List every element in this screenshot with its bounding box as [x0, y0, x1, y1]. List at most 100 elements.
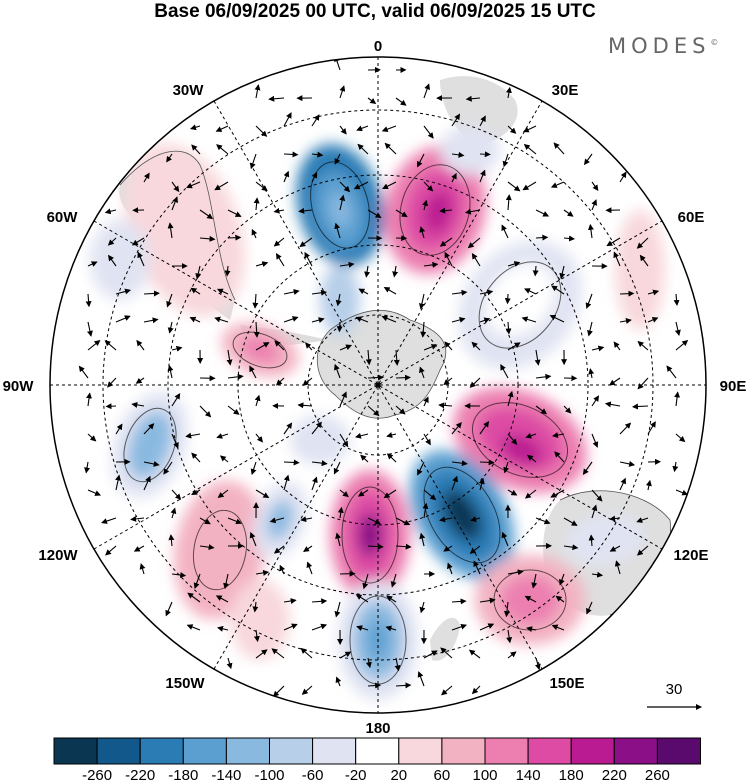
wind-arrow — [614, 560, 621, 575]
wind-arrow — [187, 592, 201, 603]
colorbar-box — [269, 737, 314, 765]
wind-arrow — [334, 601, 341, 618]
wind-arrow — [506, 629, 513, 644]
wind-arrow — [507, 342, 521, 351]
wind-arrow — [534, 349, 541, 366]
wind-arrow — [423, 181, 434, 192]
wind-arrow — [636, 517, 649, 523]
wind-arrow — [673, 293, 680, 306]
wind-arrow — [381, 315, 397, 323]
colorbar-tick-label: -100 — [254, 767, 284, 783]
wind-arrow — [226, 657, 233, 670]
wind-arrow — [527, 454, 537, 463]
wind-arrow — [191, 144, 201, 155]
wind-arrow — [559, 573, 565, 586]
wind-arrow — [383, 489, 397, 499]
wind-arrow — [467, 237, 481, 249]
contour-line — [192, 509, 248, 591]
wind-arrow — [283, 289, 300, 295]
wind-arrow — [115, 423, 123, 435]
wind-arrow — [479, 459, 495, 466]
wind-arrow — [507, 125, 517, 134]
copyright-mark: © — [710, 38, 719, 47]
wind-arrow — [224, 265, 231, 277]
wind-arrow — [283, 598, 297, 604]
wind-arrow — [591, 181, 599, 192]
wind-arrow — [423, 433, 431, 446]
wind-arrow — [444, 341, 453, 351]
wind-arrow — [226, 349, 233, 366]
wind-arrow — [619, 477, 626, 491]
wind-arrow — [199, 517, 211, 525]
wind-arrow — [423, 125, 434, 139]
colorbar-box — [225, 737, 270, 765]
wind-arrow — [171, 433, 179, 449]
wind-arrow — [451, 317, 466, 323]
wind-arrow — [355, 316, 369, 323]
lon-label-150e: 150E — [549, 675, 584, 692]
wind-arrow — [639, 254, 649, 267]
wind-arrow — [268, 95, 285, 102]
wind-arrow — [275, 253, 285, 267]
wind-arrow — [356, 125, 369, 132]
wind-arrow — [311, 476, 318, 491]
wind-arrow — [304, 251, 313, 267]
wind-arrow — [335, 676, 342, 687]
wind-arrow — [214, 181, 229, 191]
wind-arrow — [355, 594, 369, 603]
wind-arrow — [419, 226, 426, 239]
wind-arrow — [143, 475, 151, 491]
wind-arrow — [215, 125, 229, 132]
colorbar-tick-label: 180 — [559, 767, 584, 783]
wind-arrow — [133, 545, 145, 552]
wind-arrow — [339, 344, 353, 351]
wind-arrow — [104, 340, 117, 351]
wind-arrow — [87, 321, 93, 337]
wind-arrow — [503, 601, 510, 618]
wind-arrow — [199, 209, 214, 220]
wind-arrow — [214, 316, 229, 323]
wind-arrow — [274, 340, 285, 351]
wind-arrow — [507, 261, 521, 267]
colorbar-box — [182, 737, 227, 765]
wind-arrow — [339, 391, 347, 407]
wind-arrow — [563, 235, 575, 242]
wind-arrow — [505, 86, 512, 99]
wind-arrow — [360, 454, 369, 463]
contour-lines — [123, 161, 569, 685]
wind-arrow — [367, 517, 382, 525]
colorbar-tick-label: -140 — [211, 767, 241, 783]
wind-arrow — [306, 561, 313, 575]
anomaly-region — [440, 125, 500, 175]
wind-arrow — [339, 85, 346, 99]
wind-arrow — [535, 209, 550, 217]
wind-arrow — [619, 460, 636, 467]
reference-vector-label: 30 — [666, 681, 683, 698]
wind-arrow — [423, 489, 437, 501]
wind-arrow — [609, 545, 621, 552]
wind-arrow — [619, 290, 635, 297]
anomaly-region — [266, 500, 294, 540]
wind-arrow — [355, 432, 369, 439]
wind-arrow — [451, 422, 462, 435]
wind-arrow — [479, 115, 486, 127]
wind-arrow — [216, 433, 229, 439]
wind-arrow — [471, 252, 481, 267]
lon-label-120w: 120W — [38, 547, 78, 564]
colorbar-tick-label: -20 — [345, 767, 367, 783]
wind-arrow — [255, 181, 268, 192]
wind-arrow — [227, 517, 243, 525]
wind-arrow — [311, 623, 328, 631]
wind-arrow — [419, 601, 426, 614]
wind-arrow — [479, 289, 494, 296]
wind-arrow — [279, 564, 286, 575]
colorbar-box — [441, 737, 486, 765]
wind-arrow — [255, 261, 269, 267]
wind-arrow — [392, 265, 399, 278]
wind-arrow — [87, 433, 97, 442]
wind-arrow — [606, 237, 621, 247]
wind-arrow — [367, 682, 382, 689]
wind-arrow — [167, 364, 174, 379]
wind-arrow — [86, 392, 93, 407]
lon-label-120e: 120E — [673, 547, 708, 564]
